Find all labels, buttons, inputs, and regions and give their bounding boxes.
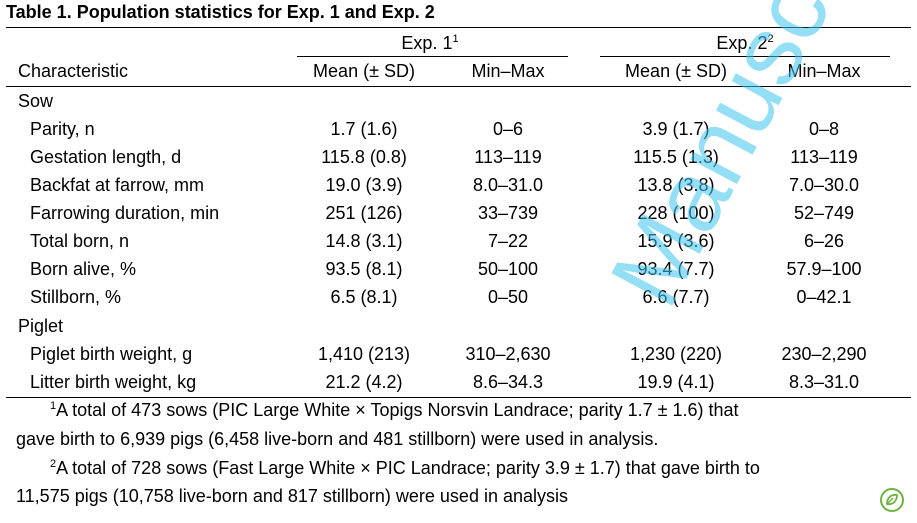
table-cell: 113–119 (474, 147, 542, 167)
row-label: Parity, n (30, 119, 95, 139)
table-cell: 8.0–31.0 (472, 175, 544, 195)
table-cell: 0–6 (492, 119, 524, 139)
table-cell: 3.9 (1.7) (642, 119, 710, 139)
table-cell: 115.5 (1.3) (633, 147, 719, 167)
table-cell: 0–42.1 (796, 287, 852, 307)
row-label: Backfat at farrow, mm (30, 175, 205, 195)
table-cell: 13.8 (3.8) (637, 175, 715, 195)
table-cell: 0–8 (808, 119, 840, 139)
table-cell: 230–2,290 (781, 344, 867, 364)
group-rule-exp2 (600, 56, 890, 57)
column-header: Min–Max (471, 61, 545, 81)
table-cell: 8.3–31.0 (788, 372, 860, 392)
table-cell: 251 (126) (325, 203, 403, 223)
table-cell: 310–2,630 (465, 344, 551, 364)
table-cell: 7–22 (487, 231, 529, 251)
column-header: Mean (± SD) (625, 61, 727, 81)
table-cell: 6.6 (7.7) (642, 287, 710, 307)
table-cell: 52–749 (793, 203, 855, 223)
footnote-1-line-1: 1A total of 473 sows (PIC Large White × … (50, 398, 739, 422)
header-rule (6, 86, 911, 87)
table-cell: 15.9 (3.6) (637, 231, 715, 251)
table-cell: 113–119 (790, 147, 858, 167)
table-cell: 115.8 (0.8) (321, 147, 407, 167)
footnote-text: A total of 473 sows (PIC Large White × T… (56, 400, 739, 420)
footnote-text: A total of 728 sows (Fast Large White × … (56, 458, 760, 478)
table-cell: 1,230 (220) (629, 344, 723, 364)
table-cell: 8.6–34.3 (472, 372, 544, 392)
table-title: Table 1. Population statistics for Exp. … (6, 2, 435, 22)
row-label: Litter birth weight, kg (30, 372, 197, 392)
table-cell: 7.0–30.0 (788, 175, 860, 195)
table-cell: 19.0 (3.9) (325, 175, 403, 195)
table-cell: 21.2 (4.2) (325, 372, 403, 392)
column-header: Mean (± SD) (313, 61, 415, 81)
table-cell: 19.9 (4.1) (637, 372, 715, 392)
table-cell: 1,410 (213) (317, 344, 411, 364)
row-label: Total born, n (30, 231, 130, 251)
column-header: Characteristic (18, 61, 129, 81)
group-header-exp1: Exp. 11 (401, 32, 458, 54)
table-cell: 1.7 (1.6) (330, 119, 398, 139)
column-header: Min–Max (787, 61, 861, 81)
row-label: Stillborn, % (30, 287, 122, 307)
group-label: Exp. 2 (716, 33, 768, 53)
section-label: Sow (18, 91, 54, 111)
row-label: Piglet birth weight, g (30, 344, 193, 364)
footnote-2-line-2: 11,575 pigs (10,758 live-born and 817 st… (16, 486, 568, 506)
row-label: Gestation length, d (30, 147, 182, 167)
table-cell: 50–100 (477, 259, 539, 279)
group-sup: 2 (767, 33, 774, 45)
table-cell: 14.8 (3.1) (325, 231, 403, 251)
leaf-icon (880, 488, 904, 512)
table-cell: 57.9–100 (786, 259, 862, 279)
group-header-exp2: Exp. 22 (716, 32, 773, 54)
group-rule-exp1 (297, 56, 568, 57)
table-cell: 33–739 (477, 203, 539, 223)
section-label: Piglet (18, 316, 64, 336)
table-cell: 6.5 (8.1) (330, 287, 398, 307)
footnote-2-line-1: 2A total of 728 sows (Fast Large White ×… (50, 456, 760, 480)
table-cell: 6–26 (803, 231, 845, 251)
footnote-sup: 1 (50, 400, 57, 412)
bottom-rule (6, 397, 911, 398)
table-cell: 228 (100) (637, 203, 715, 223)
footnote-1-line-2: gave birth to 6,939 pigs (6,458 live-bor… (16, 429, 659, 449)
footnote-sup: 2 (50, 458, 57, 470)
row-label: Farrowing duration, min (30, 203, 220, 223)
top-rule (6, 27, 911, 28)
group-label: Exp. 1 (401, 33, 453, 53)
table-cell: 93.5 (8.1) (325, 259, 403, 279)
table-cell: 93.4 (7.7) (637, 259, 715, 279)
group-sup: 1 (452, 33, 459, 45)
table-cell: 0–50 (487, 287, 529, 307)
row-label: Born alive, % (30, 259, 137, 279)
